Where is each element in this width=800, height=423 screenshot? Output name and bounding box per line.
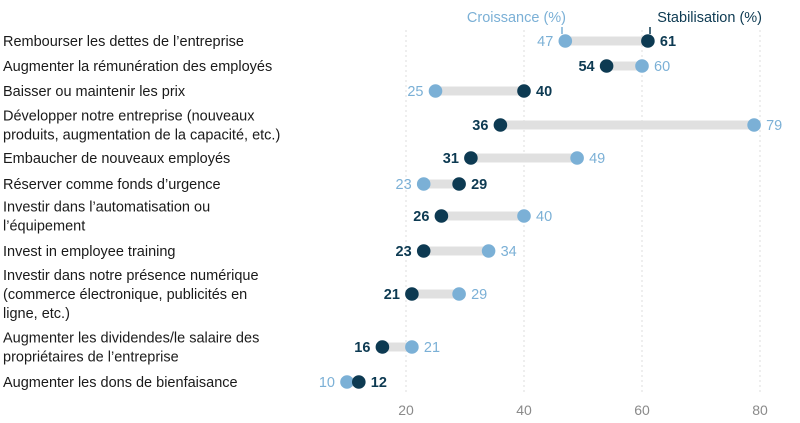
croissance-value-label: 60 <box>654 59 670 75</box>
legend: Croissance (%) Stabilisation (%) <box>467 10 762 34</box>
category-label: Réserver comme fonds d’urgence <box>3 177 221 193</box>
x-tick-label: 80 <box>752 402 768 418</box>
stabilisation-value-label: 54 <box>578 59 594 75</box>
x-tick-label: 40 <box>516 402 532 418</box>
croissance-value-label: 10 <box>319 375 335 391</box>
croissance-dot <box>481 244 496 258</box>
stabilisation-dot <box>416 244 431 258</box>
x-axis-ticks: 20 40 60 80 <box>398 402 768 418</box>
stabilisation-dot <box>517 84 531 98</box>
stabilisation-value-label: 23 <box>396 244 412 260</box>
category-label: Invest in employee training <box>3 244 176 260</box>
category-label: Investir dans l’automatisation ou l’équip… <box>3 200 210 235</box>
stabilisation-value-label: 40 <box>536 84 552 100</box>
category-label: Augmenter les dons de bienfaisance <box>3 375 238 391</box>
croissance-dot <box>570 151 584 165</box>
legend-croissance: Croissance (%) <box>467 10 566 26</box>
row-6: Investir dans l’automatisation ou l’équip… <box>3 200 552 235</box>
croissance-dot <box>635 59 649 73</box>
category-label-line: Augmenter les dons de bienfaisance <box>3 375 238 391</box>
category-label-line: Développer notre entreprise (nouveaux <box>3 109 255 125</box>
legend-stabilisation: Stabilisation (%) <box>657 10 762 26</box>
stabilisation-value-label: 12 <box>371 375 387 391</box>
row-7: Invest in employee training 34 23 <box>3 244 517 260</box>
category-label: Augmenter la rémunération des employés <box>3 59 272 75</box>
row-0: Rembourser les dettes de l’entreprise 47 6… <box>3 34 676 50</box>
croissance-dot <box>405 340 419 354</box>
croissance-dot <box>452 287 466 301</box>
category-label-line: produits, augmentation de la capacité, e… <box>3 128 280 144</box>
stabilisation-value-label: 16 <box>354 340 370 356</box>
row-9: Augmenter les dividendes/le salaire des p… <box>3 331 440 366</box>
row-5: Réserver comme fonds d’urgence 23 29 <box>3 177 487 193</box>
stabilisation-dot <box>493 118 508 132</box>
category-label-line: Augmenter les dividendes/le salaire des <box>3 331 259 347</box>
stabilisation-value-label: 61 <box>660 34 676 50</box>
croissance-value-label: 49 <box>589 151 605 167</box>
stabilisation-dot <box>599 59 614 73</box>
stabilisation-value-label: 31 <box>443 151 459 167</box>
category-label-line: Rembourser les dettes de l’entreprise <box>3 34 244 50</box>
croissance-value-label: 23 <box>396 177 412 193</box>
row-3: Développer notre entreprise (nouveaux pro… <box>3 109 782 144</box>
chart-rows: Rembourser les dettes de l’entreprise 47 6… <box>3 34 782 391</box>
category-label-line: ligne, etc.) <box>3 306 70 322</box>
stabilisation-dot <box>464 151 478 165</box>
croissance-dot <box>517 209 531 223</box>
stabilisation-value-label: 26 <box>413 209 429 225</box>
stabilisation-value-label: 29 <box>471 177 487 193</box>
category-label: Augmenter les dividendes/le salaire des p… <box>3 331 259 366</box>
x-tick-label: 60 <box>634 402 650 418</box>
category-label: Embaucher de nouveaux employés <box>3 151 230 167</box>
category-label: Baisser ou maintenir les prix <box>3 84 186 100</box>
category-label: Développer notre entreprise (nouveaux pro… <box>3 109 280 144</box>
croissance-dot <box>428 84 443 98</box>
category-label-line: l’équipement <box>3 219 85 235</box>
croissance-value-label: 25 <box>407 84 423 100</box>
category-label-line: Invest in employee training <box>3 244 176 260</box>
stabilisation-value-label: 21 <box>384 287 400 303</box>
row-1: Augmenter la rémunération des employés 60… <box>3 59 670 75</box>
x-tick-label: 20 <box>398 402 414 418</box>
croissance-value-label: 40 <box>536 209 552 225</box>
croissance-dot <box>558 34 573 48</box>
category-label-line: propriétaires de l’entreprise <box>3 350 179 366</box>
row-4: Embaucher de nouveaux employés 49 31 <box>3 151 605 167</box>
category-label-line: (commerce électronique, publicités en <box>3 287 247 303</box>
row-2: Baisser ou maintenir les prix 25 40 <box>3 84 552 100</box>
stabilisation-dot <box>434 209 449 223</box>
category-label-line: Baisser ou maintenir les prix <box>3 84 186 100</box>
row-8: Investir dans notre présence numérique (c… <box>3 268 487 322</box>
stabilisation-value-label: 36 <box>472 118 488 134</box>
row-10: Augmenter les dons de bienfaisance 10 12 <box>3 375 387 391</box>
croissance-value-label: 29 <box>471 287 487 303</box>
stabilisation-dot <box>641 34 655 48</box>
category-label: Investir dans notre présence numérique (c… <box>3 268 259 322</box>
category-label-line: Investir dans notre présence numérique <box>3 268 259 284</box>
category-label-line: Augmenter la rémunération des employés <box>3 59 272 75</box>
croissance-dot <box>747 118 761 132</box>
stabilisation-dot <box>452 177 466 191</box>
croissance-value-label: 21 <box>424 340 440 356</box>
croissance-dot <box>416 177 431 191</box>
stabilisation-dot <box>352 375 366 389</box>
croissance-value-label: 47 <box>537 34 553 50</box>
croissance-dot <box>340 375 354 389</box>
stabilisation-dot <box>405 287 419 301</box>
category-label-line: Embaucher de nouveaux employés <box>3 151 230 167</box>
category-label: Rembourser les dettes de l’entreprise <box>3 34 244 50</box>
category-label-line: Réserver comme fonds d’urgence <box>3 177 221 193</box>
stabilisation-dot <box>375 340 390 354</box>
category-label-line: Investir dans l’automatisation ou <box>3 200 210 216</box>
croissance-value-label: 34 <box>501 244 517 260</box>
croissance-value-label: 79 <box>766 118 782 134</box>
